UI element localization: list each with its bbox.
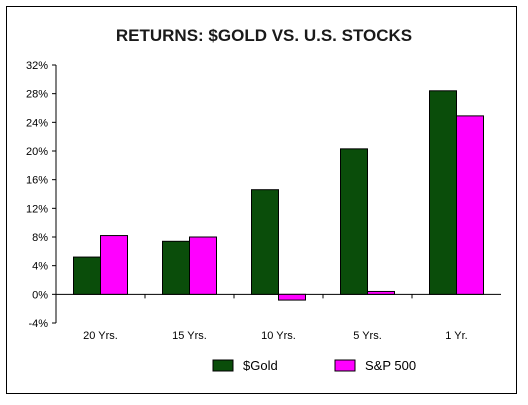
bar-gold: [162, 240, 190, 295]
x-tick-label: 5 Yrs.: [353, 330, 382, 342]
bar-sp500: [456, 115, 484, 295]
bar-sp500: [367, 290, 395, 295]
bar-sp500: [278, 293, 306, 301]
y-tick-label: 12%: [26, 203, 48, 215]
y-tick-label: 8%: [32, 232, 48, 244]
legend-label: $Gold: [243, 358, 278, 373]
bar-sp500: [100, 235, 128, 295]
y-tick-label: 0%: [32, 289, 48, 301]
x-tick-label: 1 Yr.: [445, 330, 467, 342]
x-tick-label: 20 Yrs.: [83, 330, 118, 342]
x-tick-label: 10 Yrs.: [261, 330, 296, 342]
bar-gold: [251, 189, 279, 295]
y-tick-label: 4%: [32, 261, 48, 273]
plot-area: -4% 0% 4% 8% 12% 16% 20% 24% 28% 32% 20 Yrs. 15 Yrs…: [26, 60, 501, 342]
y-tick-label: 28%: [26, 89, 48, 101]
legend-label: S&P 500: [365, 358, 416, 373]
bar-gold: [340, 148, 368, 295]
legend-swatch: [334, 359, 356, 372]
chart-title: RETURNS: $GOLD VS. U.S. STOCKS: [116, 26, 412, 45]
bar-sp500: [189, 236, 217, 295]
y-tick-label: 16%: [26, 175, 48, 187]
y-tick-label: -4%: [28, 318, 48, 330]
legend: $Gold S&P 500: [212, 358, 416, 373]
y-tick-label: 20%: [26, 146, 48, 158]
bar-gold: [429, 90, 457, 295]
legend-swatch: [212, 359, 234, 372]
bar-gold: [73, 256, 101, 295]
x-tick-label: 15 Yrs.: [172, 330, 207, 342]
y-tick-label: 32%: [26, 60, 48, 72]
y-tick-label: 24%: [26, 117, 48, 129]
